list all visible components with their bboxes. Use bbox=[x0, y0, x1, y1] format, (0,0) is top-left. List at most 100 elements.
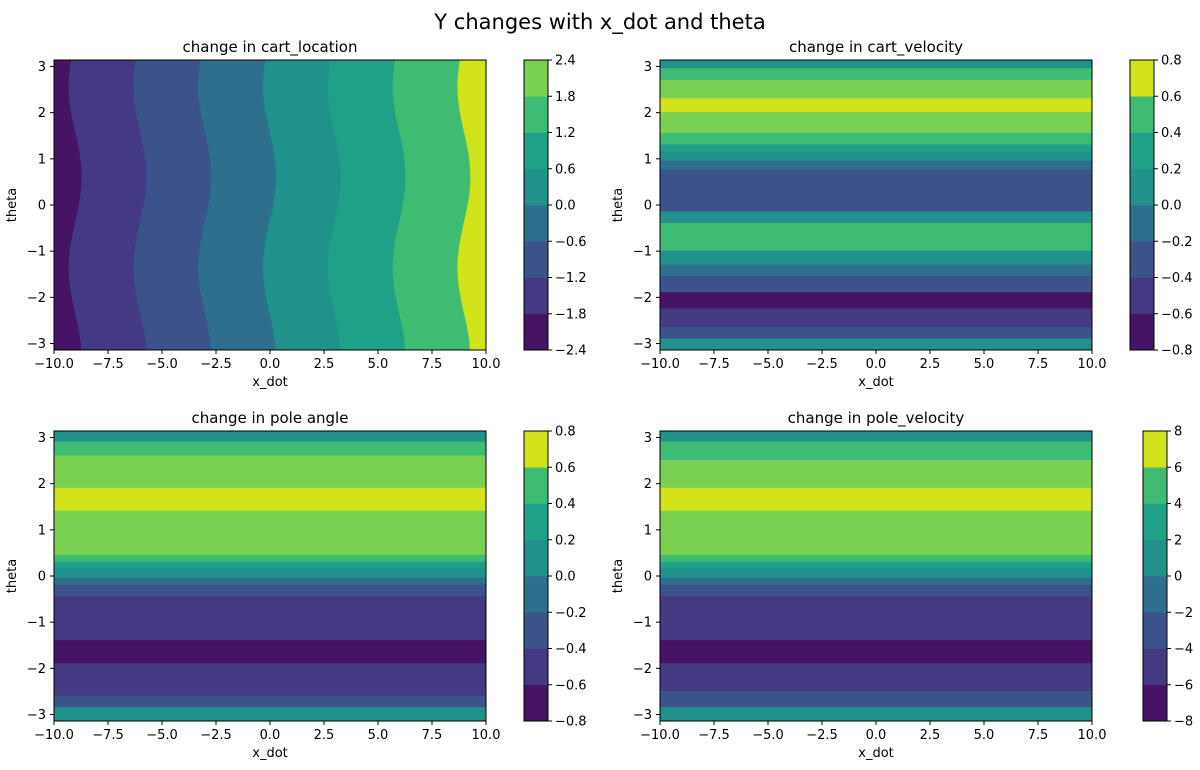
x-axis-label: x_dot bbox=[252, 746, 288, 761]
colorbar-tick-label: 0 bbox=[1174, 570, 1182, 585]
colorbar-tick-label: 6 bbox=[1174, 461, 1182, 476]
y-tick-label: 3 bbox=[644, 431, 652, 446]
contour-band bbox=[660, 276, 1092, 294]
y-tick-label: 0 bbox=[38, 199, 46, 214]
colorbar-tick-label: −0.4 bbox=[1161, 271, 1193, 286]
colorbar-tick-label: −0.6 bbox=[555, 235, 587, 250]
colorbar-segment bbox=[1130, 132, 1154, 170]
contour-band bbox=[660, 663, 1092, 692]
colorbar-segment bbox=[1130, 313, 1154, 351]
colorbar-tick-label: 0.8 bbox=[1161, 54, 1182, 69]
subplot-4: −10.0 −7.5 −5.0 −2.5 0.0 2.5 5.0 7.5 10.0 3 2 1 0 −1 −… bbox=[611, 409, 1193, 761]
x-tick-label: −7.5 bbox=[698, 728, 730, 743]
contour-band bbox=[660, 326, 1092, 340]
y-tick-label: −1 bbox=[27, 245, 46, 260]
colorbar-segment bbox=[1143, 466, 1167, 504]
y-tick-label: 1 bbox=[644, 523, 652, 538]
y-axis-label: theta bbox=[611, 188, 626, 222]
x-tick-label: 2.5 bbox=[314, 728, 335, 743]
colorbar-segment bbox=[524, 430, 548, 468]
colorbar-tick-label: −4 bbox=[1174, 642, 1193, 657]
contour-band bbox=[660, 577, 1092, 586]
x-axis-label: x_dot bbox=[858, 375, 894, 390]
colorbar-tick-label: −0.2 bbox=[1161, 235, 1193, 250]
y-tick-label: 3 bbox=[644, 60, 652, 75]
colorbar-tick-label: 1.8 bbox=[555, 90, 576, 105]
colorbar-segment bbox=[1143, 648, 1167, 686]
colorbar-segment bbox=[524, 466, 548, 504]
colorbar-tick-label: −1.8 bbox=[555, 307, 587, 322]
colorbar-tick-label: 0.6 bbox=[1161, 90, 1182, 105]
contour-band bbox=[660, 169, 1092, 213]
colorbar-tick-label: 2.4 bbox=[555, 54, 576, 69]
contour-band bbox=[54, 695, 486, 709]
y-tick-label: 2 bbox=[38, 106, 46, 121]
colorbar-segment bbox=[1130, 277, 1154, 315]
y-tick-label: −2 bbox=[27, 662, 46, 677]
contour-band bbox=[660, 132, 1092, 146]
contour-band bbox=[660, 60, 1092, 70]
subplot-title: change in cart_location bbox=[183, 38, 358, 57]
x-tick-label: 7.5 bbox=[1028, 357, 1049, 372]
contour-band bbox=[660, 68, 1092, 81]
colorbar-tick-label: −8 bbox=[1174, 715, 1193, 730]
colorbar-segment bbox=[524, 575, 548, 613]
colorbar-segment bbox=[1143, 503, 1167, 541]
y-tick-label: −3 bbox=[27, 708, 46, 723]
contour-band bbox=[54, 584, 486, 598]
x-axis-label: x_dot bbox=[252, 375, 288, 390]
x-tick-label: 5.0 bbox=[368, 357, 389, 372]
x-tick-label: −7.5 bbox=[92, 728, 124, 743]
contour-band bbox=[457, 60, 486, 350]
contour-band bbox=[660, 561, 1092, 570]
colorbar-segment bbox=[524, 313, 548, 351]
contour-band bbox=[660, 460, 1092, 489]
contour-area bbox=[660, 431, 1092, 721]
contour-area bbox=[54, 60, 486, 350]
colorbar-segment bbox=[524, 132, 548, 170]
x-tick-label: −2.5 bbox=[200, 728, 232, 743]
x-tick-label: 10.0 bbox=[472, 357, 501, 372]
colorbar-segment bbox=[524, 611, 548, 649]
y-tick-label: 2 bbox=[644, 477, 652, 492]
x-tick-label: −7.5 bbox=[92, 357, 124, 372]
y-tick-label: −3 bbox=[27, 337, 46, 352]
colorbar-segment bbox=[1143, 611, 1167, 649]
colorbar-segment bbox=[1130, 95, 1154, 133]
contour-band bbox=[54, 663, 486, 697]
contour-band bbox=[660, 431, 1092, 443]
contour-band bbox=[54, 561, 486, 570]
colorbar: 0.8 0.6 0.4 0.2 0.0 −0.2 −0.4 −0.6 −0.8 bbox=[1129, 54, 1193, 359]
y-tick-label: 3 bbox=[38, 60, 46, 75]
y-tick-label: 1 bbox=[644, 152, 652, 167]
y-tick-label: −3 bbox=[633, 708, 652, 723]
y-tick-label: 2 bbox=[644, 106, 652, 121]
contour-band bbox=[660, 640, 1092, 665]
x-tick-label: 0.0 bbox=[260, 728, 281, 743]
colorbar-segment bbox=[1130, 59, 1154, 97]
contour-band bbox=[54, 431, 486, 443]
colorbar-segment bbox=[524, 95, 548, 133]
y-tick-label: −2 bbox=[27, 291, 46, 306]
x-tick-label: 5.0 bbox=[974, 357, 995, 372]
colorbar: 8 6 4 2 0 −2 −4 −6 −8 bbox=[1142, 425, 1193, 730]
colorbar-tick-label: 0.8 bbox=[555, 425, 576, 440]
subplot-title: change in pole_velocity bbox=[788, 409, 965, 428]
x-tick-label: −5.0 bbox=[146, 357, 178, 372]
y-tick-label: 0 bbox=[38, 570, 46, 585]
y-tick-label: −1 bbox=[633, 616, 652, 631]
colorbar-tick-label: −2.4 bbox=[555, 344, 587, 359]
colorbar-tick-label: −2 bbox=[1174, 606, 1193, 621]
colorbar-tick-label: −0.4 bbox=[555, 642, 587, 657]
colorbar-tick-label: −0.6 bbox=[1161, 307, 1193, 322]
contour-band bbox=[54, 577, 486, 586]
contour-band bbox=[660, 338, 1092, 350]
contour-band bbox=[54, 568, 486, 579]
colorbar-segment bbox=[524, 684, 548, 722]
subplot-2: −10.0 −7.5 −5.0 −2.5 0.0 2.5 5.0 7.5 10.0 3 2 1 0 −1 −… bbox=[611, 38, 1193, 390]
contour-band bbox=[660, 151, 1092, 162]
contour-area bbox=[660, 60, 1092, 350]
colorbar-segment bbox=[524, 277, 548, 315]
colorbar-tick-label: −0.6 bbox=[555, 678, 587, 693]
colorbar-tick-label: 8 bbox=[1174, 425, 1182, 440]
